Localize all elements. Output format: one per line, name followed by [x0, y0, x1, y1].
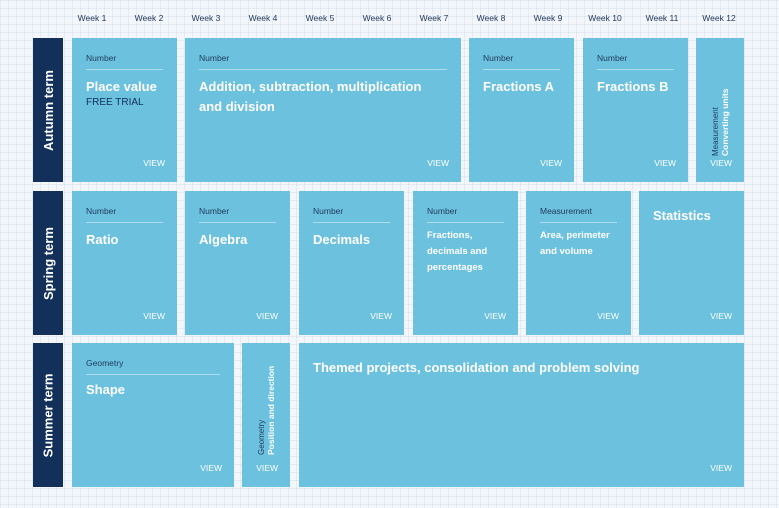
- card-position-direction[interactable]: Geometry Position and direction VIEW: [242, 343, 290, 487]
- view-link[interactable]: VIEW: [710, 311, 732, 321]
- card-category: Number: [483, 53, 560, 70]
- card-fractions-b[interactable]: Number Fractions B VIEW: [583, 38, 688, 182]
- week-header-1: Week 1: [77, 13, 107, 23]
- card-statistics[interactable]: Statistics VIEW: [639, 191, 744, 335]
- view-link[interactable]: VIEW: [256, 463, 278, 473]
- card-title: Place value: [86, 79, 157, 94]
- summer-term-label-block: Summer term: [33, 343, 63, 487]
- card-category: Number: [597, 53, 674, 70]
- card-algebra[interactable]: Number Algebra VIEW: [185, 191, 290, 335]
- autumn-term-label-block: Autumn term: [33, 38, 63, 182]
- week-header-2: Week 2: [134, 13, 164, 23]
- card-title: Algebra: [199, 232, 248, 247]
- card-category: Measurement: [710, 107, 720, 156]
- view-link[interactable]: VIEW: [654, 158, 676, 168]
- card-converting-units[interactable]: Measurement Converting units VIEW: [696, 38, 744, 182]
- card-category: Number: [427, 206, 504, 223]
- card-title: Statistics: [653, 208, 711, 223]
- card-title: Addition, subtraction, multiplication an…: [199, 79, 422, 114]
- spring-term-label-block: Spring term: [33, 191, 63, 335]
- view-link[interactable]: VIEW: [143, 311, 165, 321]
- week-header-8: Week 8: [476, 13, 506, 23]
- view-link[interactable]: VIEW: [710, 463, 732, 473]
- view-link[interactable]: VIEW: [540, 158, 562, 168]
- card-title: Fractions B: [597, 79, 669, 94]
- card-fractions-a[interactable]: Number Fractions A VIEW: [469, 38, 574, 182]
- card-ratio[interactable]: Number Ratio VIEW: [72, 191, 177, 335]
- autumn-term-label: Autumn term: [40, 69, 56, 151]
- card-category: Geometry: [256, 419, 266, 455]
- card-category: Number: [199, 206, 276, 223]
- card-title: Converting units: [719, 88, 730, 156]
- card-title: Fractions A: [483, 79, 555, 94]
- card-title: Position and direction: [265, 365, 276, 455]
- card-category: Number: [313, 206, 390, 223]
- view-link[interactable]: VIEW: [427, 158, 449, 168]
- card-decimals[interactable]: Number Decimals VIEW: [299, 191, 404, 335]
- week-header-5: Week 5: [305, 13, 335, 23]
- summer-term-label: Summer term: [40, 373, 56, 457]
- week-header-12: Week 12: [702, 13, 736, 23]
- card-fractions-decimals-percentages[interactable]: Number Fractions, decimals and percentag…: [413, 191, 518, 335]
- card-title: Ratio: [86, 232, 119, 247]
- card-themed-projects[interactable]: Themed projects, consolidation and probl…: [299, 343, 744, 487]
- view-link[interactable]: VIEW: [200, 463, 222, 473]
- card-title: Shape: [86, 382, 126, 397]
- week-header-7: Week 7: [419, 13, 449, 23]
- week-header-9: Week 9: [533, 13, 563, 23]
- card-shape[interactable]: Geometry Shape VIEW: [72, 343, 234, 487]
- week-header-4: Week 4: [248, 13, 278, 23]
- card-category: Number: [86, 206, 163, 223]
- card-title: Area, perimeter and volume: [540, 230, 610, 257]
- card-addition-subtraction[interactable]: Number Addition, subtraction, multiplica…: [185, 38, 461, 182]
- spring-term-label: Spring term: [40, 226, 56, 300]
- view-link[interactable]: VIEW: [597, 311, 619, 321]
- week-header-6: Week 6: [362, 13, 392, 23]
- card-title: Fractions, decimals and percentages: [427, 230, 488, 273]
- card-area-perimeter-volume[interactable]: Measurement Area, perimeter and volume V…: [526, 191, 631, 335]
- card-place-value[interactable]: Number Place value FREE TRIAL VIEW: [72, 38, 177, 182]
- card-category: Measurement: [540, 206, 617, 223]
- view-link[interactable]: VIEW: [143, 158, 165, 168]
- card-title: Themed projects, consolidation and probl…: [313, 360, 640, 375]
- card-title: Decimals: [313, 232, 371, 247]
- view-link[interactable]: VIEW: [256, 311, 278, 321]
- view-link[interactable]: VIEW: [484, 311, 506, 321]
- week-header-11: Week 11: [645, 13, 679, 23]
- free-trial-badge: FREE TRIAL: [86, 97, 144, 108]
- card-category: Number: [199, 53, 447, 70]
- view-link[interactable]: VIEW: [710, 158, 732, 168]
- week-header-3: Week 3: [191, 13, 221, 23]
- view-link[interactable]: VIEW: [370, 311, 392, 321]
- card-category: Number: [86, 53, 163, 70]
- card-category: Geometry: [86, 358, 220, 375]
- week-header-10: Week 10: [588, 13, 622, 23]
